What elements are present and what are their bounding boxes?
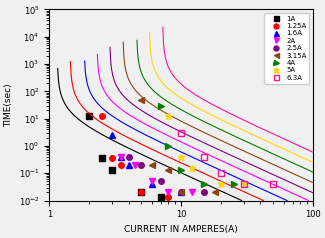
1.25A bbox=[139, 191, 143, 194]
2.5A bbox=[159, 180, 162, 183]
Legend: 1A, 1.25A, 1.6A, 2A, 2.5A, 3.15A, 4A, 5A, 6.3A: 1A, 1.25A, 1.6A, 2A, 2.5A, 3.15A, 4A, 5A… bbox=[264, 13, 309, 84]
4A bbox=[159, 104, 162, 107]
2A bbox=[166, 191, 170, 194]
1A bbox=[159, 196, 162, 199]
5A bbox=[242, 183, 246, 186]
Line: 4A: 4A bbox=[158, 103, 236, 187]
6.3A bbox=[179, 131, 183, 134]
1A bbox=[100, 157, 104, 160]
2.5A bbox=[127, 155, 131, 158]
2A bbox=[119, 155, 123, 158]
1.6A bbox=[150, 183, 154, 186]
1.25A bbox=[166, 196, 170, 199]
6.3A bbox=[202, 155, 206, 158]
3.15A bbox=[213, 191, 217, 194]
4A bbox=[232, 183, 236, 186]
6.3A bbox=[271, 183, 275, 186]
1.6A bbox=[127, 164, 131, 166]
Line: 6.3A: 6.3A bbox=[178, 130, 276, 187]
1.25A bbox=[110, 157, 114, 160]
6.3A bbox=[219, 172, 223, 175]
3.15A bbox=[150, 164, 154, 166]
4A bbox=[202, 183, 206, 186]
5A bbox=[189, 167, 193, 170]
Line: 3.15A: 3.15A bbox=[139, 97, 217, 195]
4A bbox=[179, 169, 183, 172]
Line: 2.5A: 2.5A bbox=[126, 154, 207, 195]
2A bbox=[189, 191, 193, 194]
1.6A bbox=[179, 191, 183, 194]
6.3A bbox=[242, 183, 246, 186]
5A bbox=[166, 115, 170, 118]
2.5A bbox=[179, 191, 183, 194]
Y-axis label: TIME(sec): TIME(sec) bbox=[4, 83, 13, 127]
Line: 2A: 2A bbox=[118, 154, 194, 195]
2.5A bbox=[202, 191, 206, 194]
Line: 5A: 5A bbox=[165, 113, 248, 188]
5A bbox=[219, 183, 223, 186]
5A bbox=[179, 155, 183, 158]
4A bbox=[166, 144, 170, 147]
3.15A bbox=[139, 98, 143, 101]
2.5A bbox=[139, 164, 143, 166]
Line: 1.6A: 1.6A bbox=[110, 132, 184, 195]
X-axis label: CURRENT IN AMPERES(A): CURRENT IN AMPERES(A) bbox=[124, 225, 238, 234]
1A bbox=[87, 115, 91, 118]
1.6A bbox=[119, 155, 123, 158]
Line: 1A: 1A bbox=[86, 114, 163, 200]
3.15A bbox=[166, 169, 170, 172]
1.25A bbox=[100, 115, 104, 118]
2A bbox=[134, 164, 137, 166]
1A bbox=[139, 191, 143, 194]
2A bbox=[150, 180, 154, 183]
1A bbox=[110, 169, 114, 172]
1.6A bbox=[110, 134, 114, 136]
1.25A bbox=[119, 164, 123, 166]
Line: 1.25A: 1.25A bbox=[99, 114, 171, 200]
3.15A bbox=[179, 191, 183, 194]
